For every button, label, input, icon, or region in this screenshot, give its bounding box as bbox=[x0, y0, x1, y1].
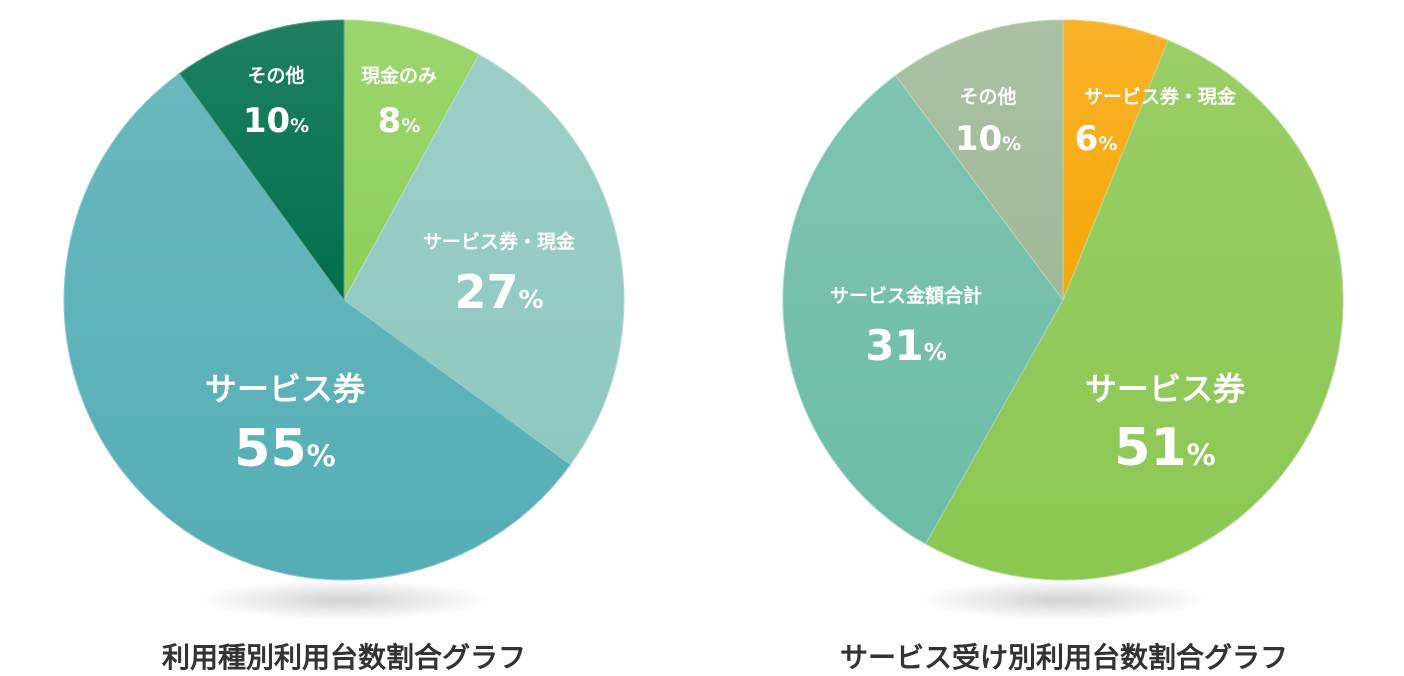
slice-label: サービス券 bbox=[1085, 370, 1246, 408]
chart-title-usage-type: 利用種別利用台数割合グラフ bbox=[161, 641, 526, 674]
slice-label: サービス金額合計 bbox=[830, 284, 982, 307]
slice-value-label: 27% bbox=[454, 265, 543, 319]
pie-shadow bbox=[198, 580, 490, 620]
pie-slice bbox=[894, 19, 1064, 302]
pie-chart-service-type: サービス券・現金 6% サービス券 51% サービス金額合計 31% その他 10% bbox=[782, 19, 1344, 620]
slice-value-label: 10% bbox=[243, 101, 309, 141]
slice-value-label: 6% bbox=[1075, 119, 1118, 159]
slice-label: サービス券・現金 bbox=[423, 230, 576, 253]
pie-slice bbox=[782, 74, 1064, 545]
pie-shadow bbox=[917, 580, 1209, 620]
slice-label: サービス券 bbox=[205, 370, 366, 408]
slice-value-label: 31% bbox=[865, 321, 947, 370]
slice-value-label: 8% bbox=[378, 101, 421, 141]
chart-title-service-type: サービス受け別利用台数割合グラフ bbox=[839, 641, 1288, 674]
slice-value-label: 10% bbox=[955, 119, 1021, 159]
slice-label: その他 bbox=[247, 64, 304, 87]
pie-slice bbox=[343, 19, 480, 301]
pie-slice bbox=[63, 72, 572, 581]
slice-label: 現金のみ bbox=[361, 64, 437, 87]
pie-slice bbox=[343, 53, 625, 466]
pie-slice bbox=[924, 39, 1344, 581]
slice-value-label: 51% bbox=[1114, 418, 1215, 478]
slice-value-label: 55% bbox=[234, 419, 335, 479]
pie-slice bbox=[178, 19, 345, 302]
pie-chart-usage-type: 現金のみ 8% サービス券・現金 27% サービス券 55% その他 10% bbox=[63, 19, 625, 620]
slice-label: その他 bbox=[959, 85, 1016, 108]
slice-label: サービス券・現金 bbox=[1084, 85, 1237, 108]
